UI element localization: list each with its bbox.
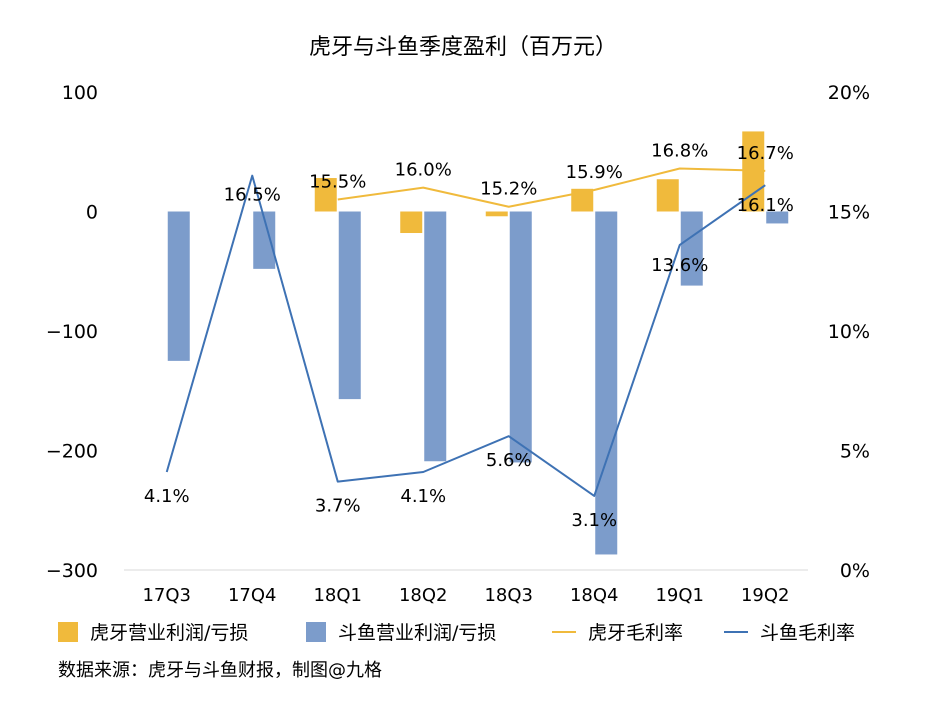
data-label-douyu-margin: 4.1% <box>144 486 190 507</box>
legend: 虎牙营业利润/亏损 斗鱼营业利润/亏损 虎牙毛利率 斗鱼毛利率 <box>0 618 926 648</box>
data-label-huya-margin: 16.7% <box>737 143 794 164</box>
bar-douyu-profit <box>338 211 361 400</box>
source-note: 数据来源：虎牙与斗鱼财报，制图@九格 <box>58 660 382 681</box>
x-tick-label: 18Q3 <box>484 585 533 606</box>
y2-tick-label: 20% <box>828 82 870 104</box>
x-tick-label: 18Q1 <box>313 585 362 606</box>
data-label-huya-margin: 15.5% <box>309 172 366 193</box>
data-label-douyu-margin: 5.6% <box>486 450 532 471</box>
bar-douyu-profit <box>253 211 276 269</box>
bar-douyu-profit <box>424 211 447 462</box>
data-label-douyu-margin: 13.6% <box>651 255 708 276</box>
x-tick-label: 17Q4 <box>228 585 277 606</box>
data-label-huya-margin: 16.8% <box>651 140 708 161</box>
y2-tick-label: 0% <box>840 560 870 582</box>
legend-label-huya-margin: 虎牙毛利率 <box>588 622 684 644</box>
data-label-huya-margin: 15.2% <box>480 179 537 200</box>
bar-douyu-profit <box>167 211 190 361</box>
legend-label-douyu-margin: 斗鱼毛利率 <box>760 622 856 644</box>
x-tick-label: 19Q2 <box>741 585 790 606</box>
legend-swatch-douyu-profit <box>306 621 326 642</box>
y2-tick-label: 5% <box>840 441 870 463</box>
bar-huya-profit <box>656 179 679 212</box>
data-label-douyu-margin: 3.1% <box>571 510 617 531</box>
data-label-huya-margin: 16.0% <box>395 160 452 181</box>
data-label-huya-margin: 15.9% <box>566 162 623 183</box>
legend-item-douyu-margin: 斗鱼毛利率 <box>724 618 855 645</box>
y2-tick-label: 15% <box>828 202 870 224</box>
bar-huya-profit <box>400 211 423 234</box>
y-tick-label: −200 <box>46 441 98 463</box>
bar-huya-profit <box>571 188 594 212</box>
x-tick-label: 18Q2 <box>399 585 448 606</box>
data-label-douyu-margin: 4.1% <box>400 486 446 507</box>
bar-douyu-profit <box>509 211 532 463</box>
legend-swatch-douyu-margin <box>724 630 748 633</box>
legend-swatch-huya-profit <box>58 621 78 642</box>
legend-label-huya-profit: 虎牙营业利润/亏损 <box>90 622 249 644</box>
legend-item-huya-margin: 虎牙毛利率 <box>552 618 683 645</box>
bar-huya-profit <box>485 211 508 217</box>
legend-swatch-huya-margin <box>552 630 576 633</box>
bar-douyu-profit <box>680 211 703 286</box>
legend-item-douyu-profit: 斗鱼营业利润/亏损 <box>306 618 496 645</box>
chart-title: 虎牙与斗鱼季度盈利（百万元） <box>309 35 617 60</box>
y-tick-label: −300 <box>46 560 98 582</box>
legend-item-huya-profit: 虎牙营业利润/亏损 <box>58 618 248 645</box>
line-douyu-margin <box>165 174 766 497</box>
x-tick-label: 18Q4 <box>570 585 619 606</box>
y-tick-label: −100 <box>46 321 98 343</box>
legend-label-douyu-profit: 斗鱼营业利润/亏损 <box>338 622 497 644</box>
x-tick-label: 17Q3 <box>142 585 191 606</box>
bar-douyu-profit <box>766 211 789 224</box>
y-tick-label: 100 <box>62 82 98 104</box>
line-huya-margin <box>337 167 766 208</box>
y2-tick-label: 10% <box>828 321 870 343</box>
bar-huya-profit <box>314 178 337 212</box>
data-label-douyu-margin: 16.5% <box>224 185 281 206</box>
x-tick-label: 19Q1 <box>655 585 704 606</box>
data-label-douyu-margin: 3.7% <box>315 496 361 517</box>
bar-douyu-profit <box>595 211 618 555</box>
data-label-douyu-margin: 16.1% <box>737 195 794 216</box>
y-tick-label: 0 <box>86 202 98 224</box>
